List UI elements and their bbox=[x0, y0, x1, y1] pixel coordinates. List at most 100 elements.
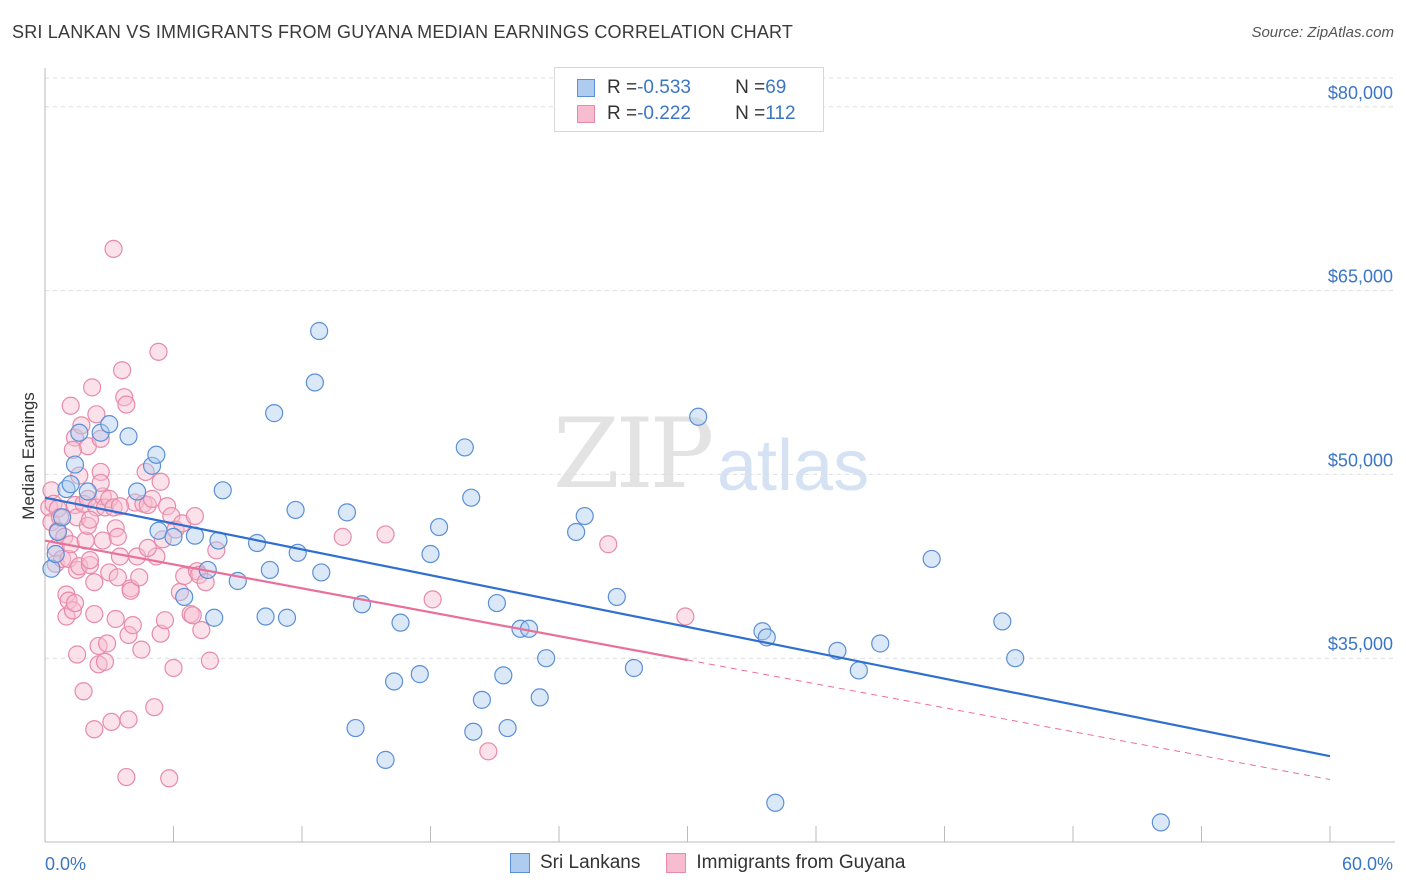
y-tick-label: $50,000 bbox=[1328, 450, 1393, 470]
data-point-sri-lankan bbox=[487, 593, 506, 613]
axes bbox=[44, 68, 1395, 843]
data-point-guyana bbox=[183, 606, 202, 625]
data-point-guyana bbox=[80, 510, 100, 529]
data-point-guyana bbox=[149, 342, 168, 361]
data-point-sri-lankan bbox=[462, 488, 481, 507]
data-point-guyana bbox=[138, 538, 157, 558]
data-point-sri-lankan bbox=[265, 404, 284, 423]
data-point-guyana bbox=[108, 527, 127, 546]
data-point-guyana bbox=[110, 497, 130, 516]
data-point-sri-lankan bbox=[65, 455, 85, 474]
data-point-guyana bbox=[200, 651, 220, 670]
data-point-guyana bbox=[192, 620, 211, 640]
data-point-sri-lankan bbox=[310, 321, 329, 341]
data-point-guyana bbox=[123, 616, 142, 635]
data-point-sri-lankan bbox=[391, 613, 410, 632]
data-point-guyana bbox=[479, 742, 498, 761]
data-point-guyana bbox=[65, 593, 85, 613]
data-point-sri-lankan bbox=[530, 688, 549, 707]
data-point-guyana bbox=[151, 624, 170, 643]
data-point-guyana bbox=[93, 531, 112, 550]
grid-lines bbox=[45, 77, 1395, 659]
data-point-sri-lankan bbox=[575, 506, 594, 526]
data-point-sri-lankan bbox=[871, 634, 890, 653]
data-point-guyana bbox=[160, 769, 179, 788]
watermark-atlas: atlas bbox=[717, 426, 870, 506]
correlation-legend: R = -0.533 N = 69 R = -0.222 N = 112 bbox=[554, 67, 824, 132]
data-point-sri-lankan bbox=[376, 750, 395, 769]
chart-title: SRI LANKAN VS IMMIGRANTS FROM GUYANA MED… bbox=[12, 22, 794, 42]
data-point-sri-lankan bbox=[498, 718, 517, 738]
data-point-sri-lankan bbox=[472, 690, 491, 709]
data-point-guyana bbox=[132, 640, 151, 659]
data-point-guyana bbox=[112, 361, 132, 380]
legend-swatch-pink bbox=[666, 853, 687, 873]
legend-r-value: -0.533 bbox=[637, 77, 691, 98]
data-point-sri-lankan bbox=[53, 508, 72, 527]
data-point-guyana bbox=[333, 527, 352, 546]
data-point-guyana bbox=[153, 530, 172, 549]
series-sri-lankans bbox=[42, 321, 1170, 832]
data-point-sri-lankan bbox=[849, 661, 868, 680]
data-point-sri-lankan bbox=[305, 373, 324, 392]
data-point-sri-lankan bbox=[127, 482, 147, 501]
data-point-guyana bbox=[376, 525, 395, 544]
data-point-guyana bbox=[85, 573, 104, 592]
legend-n-label: N = bbox=[735, 77, 766, 98]
data-point-guyana bbox=[102, 712, 121, 732]
x-tick-label: 0.0% bbox=[45, 854, 86, 874]
legend-item-sri-lankans: Sri Lankans bbox=[510, 852, 640, 874]
watermark-zip: ZIP bbox=[553, 398, 714, 510]
data-point-sri-lankan bbox=[48, 522, 67, 542]
y-tick-label: $65,000 bbox=[1328, 267, 1393, 287]
data-point-guyana bbox=[106, 609, 125, 629]
data-point-sri-lankan bbox=[100, 415, 119, 434]
data-point-guyana bbox=[91, 473, 110, 493]
legend-swatch-blue bbox=[510, 853, 530, 873]
data-point-guyana bbox=[119, 625, 138, 645]
data-point-guyana bbox=[72, 416, 91, 435]
data-point-sri-lankan bbox=[1151, 813, 1170, 832]
data-point-sri-lankan bbox=[828, 641, 847, 660]
trend-line-guyana bbox=[44, 539, 688, 662]
data-point-guyana bbox=[63, 601, 82, 620]
data-point-guyana bbox=[185, 506, 205, 526]
legend-r-label: R = bbox=[607, 77, 638, 98]
axis-labels: $35,000 $50,000 $65,000 $80,000 0.0% 60.0% Med… bbox=[19, 83, 1393, 874]
data-point-guyana bbox=[80, 555, 100, 575]
data-point-guyana bbox=[117, 395, 136, 414]
data-point-guyana bbox=[98, 634, 117, 653]
data-point-guyana bbox=[142, 489, 162, 508]
data-point-sri-lankan bbox=[537, 649, 556, 668]
data-point-guyana bbox=[68, 645, 87, 664]
trend-line-guyana-extension bbox=[687, 659, 1331, 780]
data-point-guyana bbox=[104, 239, 123, 259]
data-point-guyana bbox=[85, 720, 104, 739]
data-point-sri-lankan bbox=[277, 608, 297, 627]
data-point-sri-lankan bbox=[1006, 649, 1025, 668]
data-point-sri-lankan bbox=[384, 672, 404, 691]
data-point-guyana bbox=[121, 581, 140, 600]
data-point-guyana bbox=[95, 652, 115, 671]
data-point-sri-lankan bbox=[164, 527, 183, 546]
data-point-sri-lankan bbox=[312, 563, 331, 582]
legend-n-value: 112 bbox=[765, 103, 796, 124]
data-point-guyana bbox=[164, 658, 183, 678]
data-point-sri-lankan bbox=[464, 722, 483, 741]
y-tick-label: $35,000 bbox=[1328, 634, 1393, 654]
data-point-sri-lankan bbox=[42, 559, 61, 578]
data-point-sri-lankan bbox=[494, 666, 513, 685]
data-point-sri-lankan bbox=[147, 445, 166, 464]
data-point-sri-lankan bbox=[567, 522, 586, 542]
data-point-sri-lankan bbox=[993, 612, 1012, 631]
data-point-guyana bbox=[85, 604, 104, 624]
data-point-guyana bbox=[151, 472, 170, 491]
data-point-sri-lankan bbox=[260, 560, 279, 580]
data-point-sri-lankan bbox=[70, 423, 89, 442]
data-point-sri-lankan bbox=[624, 658, 644, 678]
data-point-sri-lankan bbox=[689, 407, 708, 426]
data-point-guyana bbox=[145, 698, 164, 717]
series-legend: Sri Lankans Immigrants from Guyana bbox=[510, 852, 931, 874]
data-point-sri-lankan bbox=[78, 482, 97, 501]
